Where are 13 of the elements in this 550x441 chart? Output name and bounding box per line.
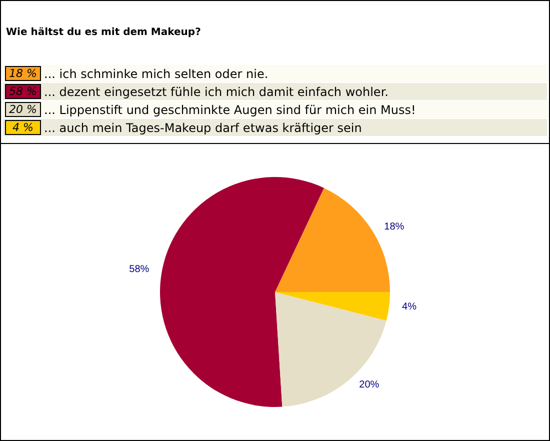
data-label: 18%: [384, 222, 404, 233]
text: 18 %: [5, 66, 41, 81]
legend-label: ... Lippenstift und geschminkte Augen sind für mich ein Muss!: [44, 102, 416, 116]
legend-label: ... dezent eingesetzt fühle ich mich damit einfach wohler.: [44, 84, 388, 98]
legend-label: ... ich schminke mich selten oder nie.: [44, 66, 268, 80]
data-label: 4%: [402, 302, 417, 313]
text: 4 %: [5, 120, 41, 135]
text: 20 %: [5, 102, 41, 117]
chart-title: Wie hältst du es mit dem Makeup?: [6, 27, 201, 38]
legend-label: ... auch mein Tages-Makeup darf etwas kräftiger sein: [44, 120, 362, 134]
data-label: 58%: [129, 264, 150, 275]
text: 58 %: [5, 84, 41, 99]
data-label: 20%: [359, 380, 380, 391]
